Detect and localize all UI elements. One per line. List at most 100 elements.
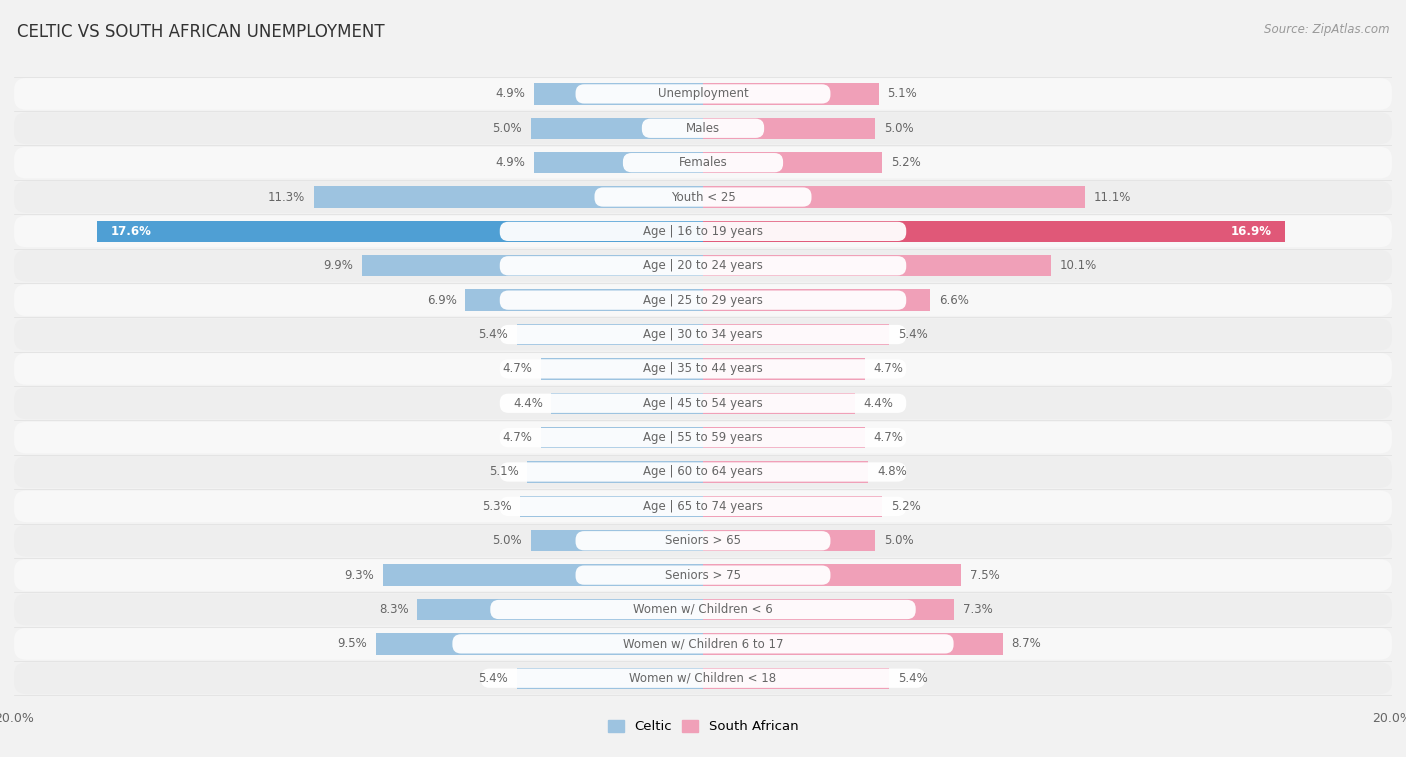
Text: Women w/ Children 6 to 17: Women w/ Children 6 to 17 [623, 637, 783, 650]
Bar [520, 496, 703, 517]
FancyBboxPatch shape [499, 394, 907, 413]
Text: Age | 16 to 19 years: Age | 16 to 19 years [643, 225, 763, 238]
FancyBboxPatch shape [499, 497, 907, 516]
FancyBboxPatch shape [14, 285, 1392, 316]
Bar [534, 152, 703, 173]
FancyBboxPatch shape [14, 593, 1392, 625]
Text: 5.0%: 5.0% [884, 534, 914, 547]
FancyBboxPatch shape [499, 256, 907, 276]
Text: Unemployment: Unemployment [658, 87, 748, 101]
Bar [703, 599, 955, 620]
Bar [527, 461, 703, 483]
Text: 7.5%: 7.5% [970, 569, 1000, 581]
Bar [314, 186, 703, 207]
Bar [531, 117, 703, 139]
Text: Males: Males [686, 122, 720, 135]
FancyBboxPatch shape [14, 422, 1392, 453]
Text: 5.4%: 5.4% [897, 328, 928, 341]
Bar [382, 565, 703, 586]
FancyBboxPatch shape [14, 181, 1392, 213]
FancyBboxPatch shape [575, 84, 831, 104]
Text: 5.0%: 5.0% [492, 122, 522, 135]
FancyBboxPatch shape [14, 353, 1392, 385]
Bar [534, 83, 703, 104]
FancyBboxPatch shape [14, 388, 1392, 419]
Bar [97, 221, 703, 242]
Text: 16.9%: 16.9% [1230, 225, 1271, 238]
FancyBboxPatch shape [491, 600, 915, 619]
Text: 5.2%: 5.2% [891, 500, 921, 513]
Text: 11.1%: 11.1% [1094, 191, 1132, 204]
Text: Women w/ Children < 18: Women w/ Children < 18 [630, 671, 776, 685]
Text: 7.3%: 7.3% [963, 603, 993, 616]
Text: 4.7%: 4.7% [873, 363, 904, 375]
Text: Age | 35 to 44 years: Age | 35 to 44 years [643, 363, 763, 375]
FancyBboxPatch shape [14, 147, 1392, 179]
Text: 5.2%: 5.2% [891, 156, 921, 169]
Bar [703, 461, 869, 483]
Text: 4.9%: 4.9% [496, 156, 526, 169]
FancyBboxPatch shape [453, 634, 953, 653]
Bar [703, 393, 855, 414]
FancyBboxPatch shape [14, 559, 1392, 591]
Bar [517, 324, 703, 345]
Text: 4.4%: 4.4% [863, 397, 893, 410]
Bar [703, 427, 865, 448]
Text: 5.0%: 5.0% [884, 122, 914, 135]
Text: 4.4%: 4.4% [513, 397, 543, 410]
Bar [703, 633, 1002, 655]
Bar [703, 152, 882, 173]
Bar [531, 530, 703, 551]
Bar [703, 289, 931, 311]
FancyBboxPatch shape [14, 456, 1392, 488]
Text: Age | 30 to 34 years: Age | 30 to 34 years [643, 328, 763, 341]
FancyBboxPatch shape [623, 153, 783, 173]
Bar [375, 633, 703, 655]
FancyBboxPatch shape [499, 360, 907, 378]
FancyBboxPatch shape [14, 628, 1392, 659]
Bar [703, 83, 879, 104]
Text: 17.6%: 17.6% [111, 225, 152, 238]
FancyBboxPatch shape [575, 565, 831, 584]
FancyBboxPatch shape [14, 662, 1392, 694]
Text: Source: ZipAtlas.com: Source: ZipAtlas.com [1264, 23, 1389, 36]
Text: 4.8%: 4.8% [877, 466, 907, 478]
Text: 5.4%: 5.4% [478, 328, 509, 341]
FancyBboxPatch shape [481, 668, 925, 688]
FancyBboxPatch shape [499, 222, 907, 241]
Bar [541, 427, 703, 448]
FancyBboxPatch shape [14, 78, 1392, 110]
Text: 9.3%: 9.3% [344, 569, 374, 581]
Text: 5.1%: 5.1% [887, 87, 917, 101]
Text: 9.5%: 9.5% [337, 637, 367, 650]
Text: 5.4%: 5.4% [478, 671, 509, 685]
FancyBboxPatch shape [643, 119, 763, 138]
Bar [703, 221, 1285, 242]
Text: Seniors > 75: Seniors > 75 [665, 569, 741, 581]
Bar [703, 496, 882, 517]
Bar [418, 599, 703, 620]
Text: 5.1%: 5.1% [489, 466, 519, 478]
Bar [551, 393, 703, 414]
Text: Age | 45 to 54 years: Age | 45 to 54 years [643, 397, 763, 410]
FancyBboxPatch shape [575, 531, 831, 550]
Text: Age | 65 to 74 years: Age | 65 to 74 years [643, 500, 763, 513]
Text: 5.0%: 5.0% [492, 534, 522, 547]
Text: Females: Females [679, 156, 727, 169]
Text: Seniors > 65: Seniors > 65 [665, 534, 741, 547]
FancyBboxPatch shape [14, 250, 1392, 282]
FancyBboxPatch shape [499, 463, 907, 481]
Bar [703, 324, 889, 345]
Text: 10.1%: 10.1% [1060, 259, 1097, 273]
FancyBboxPatch shape [595, 188, 811, 207]
Text: 8.3%: 8.3% [378, 603, 409, 616]
Legend: Celtic, South African: Celtic, South African [602, 715, 804, 739]
Text: 9.9%: 9.9% [323, 259, 353, 273]
Text: Age | 60 to 64 years: Age | 60 to 64 years [643, 466, 763, 478]
Text: 4.9%: 4.9% [496, 87, 526, 101]
Bar [703, 186, 1085, 207]
Bar [703, 117, 875, 139]
FancyBboxPatch shape [14, 491, 1392, 522]
Text: Age | 55 to 59 years: Age | 55 to 59 years [643, 431, 763, 444]
Text: CELTIC VS SOUTH AFRICAN UNEMPLOYMENT: CELTIC VS SOUTH AFRICAN UNEMPLOYMENT [17, 23, 384, 41]
